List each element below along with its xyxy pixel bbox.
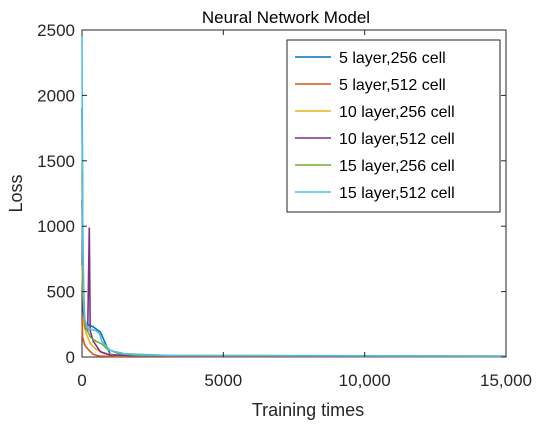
y-tick-label: 1000 bbox=[37, 217, 75, 236]
series-line-2 bbox=[81, 317, 507, 358]
x-tick-label: 0 bbox=[77, 371, 86, 390]
legend-label-1: 5 layer,256 cell bbox=[339, 50, 446, 67]
y-tick-label: 1500 bbox=[37, 152, 75, 171]
x-tick-label: 5000 bbox=[204, 371, 242, 390]
y-tick-label: 2500 bbox=[37, 21, 75, 40]
x-tick-label: 15,000 bbox=[480, 371, 532, 390]
y-tick-label: 2000 bbox=[37, 86, 75, 105]
x-axis-title: Training times bbox=[252, 400, 364, 420]
legend-label-4: 10 layer,512 cell bbox=[339, 131, 455, 148]
legend: 5 layer,256 cell 5 layer,512 cell 10 layer… bbox=[286, 39, 501, 213]
legend-label-3: 10 layer,256 cell bbox=[339, 104, 455, 121]
legend-label-5: 15 layer,256 cell bbox=[339, 158, 455, 175]
legend-label-2: 5 layer,512 cell bbox=[339, 77, 446, 94]
y-axis-title: Loss bbox=[6, 174, 26, 212]
series-layer bbox=[81, 36, 507, 358]
legend-box bbox=[286, 39, 501, 213]
x-tick-label: 10,000 bbox=[339, 371, 391, 390]
y-tick-label: 0 bbox=[66, 348, 75, 367]
chart-title: Neural Network Model bbox=[202, 8, 370, 27]
legend-label-6: 15 layer,512 cell bbox=[339, 185, 455, 202]
y-tick-label: 500 bbox=[47, 283, 75, 302]
axes-layer: 0 5000 10,000 15,000 0 500 1000 1500 2000 2500 bbox=[37, 21, 532, 390]
